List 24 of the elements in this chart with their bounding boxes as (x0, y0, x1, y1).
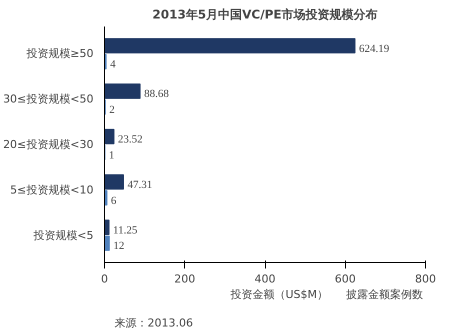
data-label: 11.25 (113, 224, 138, 236)
data-label: 88.68 (144, 88, 170, 100)
y-tick-label: 投资规模≥50 (25, 47, 94, 60)
data-label: 4 (110, 58, 116, 71)
data-label: 624.19 (358, 42, 390, 55)
y-tick-label: 20≤投资规模<30 (3, 138, 94, 151)
x-tick-label: 400 (254, 272, 276, 286)
y-tick-label: 30≤投资规模<50 (3, 92, 94, 106)
x-tick-label: 0 (101, 272, 108, 286)
data-label: 1 (108, 149, 114, 162)
chart-title: 2013年5月中国VC/PE市场投资规模分布 (152, 8, 378, 22)
y-tick-label: 投资规模<5 (32, 228, 94, 242)
x-tick-label: 800 (415, 272, 436, 286)
x-tick-label: 600 (334, 272, 356, 286)
text: 投资金额（US$M） (230, 287, 328, 302)
x-tick-label: 200 (174, 272, 196, 286)
data-label: 47.31 (127, 178, 152, 191)
data-label: 2 (109, 104, 115, 116)
y-tick-label: 5≤投资规模<10 (10, 183, 94, 196)
data-label: 12 (113, 240, 124, 252)
text: 披露金额案例数 (346, 287, 423, 302)
source-note: 来源：2013.06 (114, 316, 193, 330)
data-label: 6 (110, 194, 117, 207)
data-label: 23.52 (118, 134, 143, 146)
